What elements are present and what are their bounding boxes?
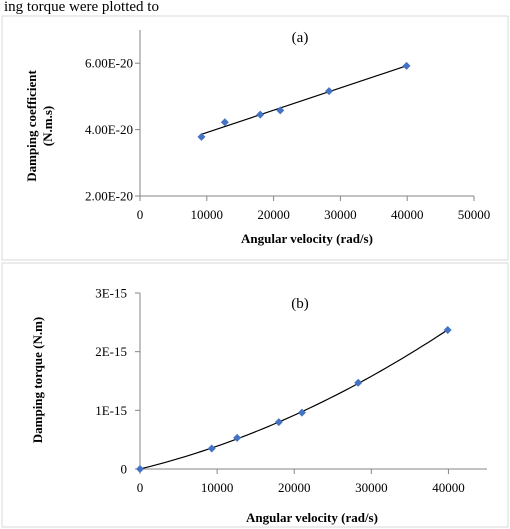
chart-b-data-point bbox=[274, 418, 283, 427]
chart-a-x-tick-label: 10000 bbox=[191, 207, 224, 222]
chart-a-data-point bbox=[256, 110, 265, 119]
chart-a-data-point bbox=[402, 61, 411, 70]
chart-b-xlabel: Angular velocity (rad/s) bbox=[246, 510, 378, 525]
chart-a-y-tick-label: 4.00E-20 bbox=[85, 122, 133, 137]
chart-b-y-tick-label: 1E-15 bbox=[95, 403, 127, 418]
chart-a-data-point bbox=[276, 106, 285, 115]
chart-a-data-point bbox=[220, 118, 229, 127]
chart-b-frame bbox=[1, 262, 509, 528]
chart-b-data-point bbox=[207, 444, 216, 453]
chart-panel-a: (a) Damping coefficient (N.m.s) Angular … bbox=[1, 15, 509, 261]
chart-b-x-tick-label: 10000 bbox=[201, 480, 234, 495]
chart-a-x-tick-label: 20000 bbox=[257, 207, 290, 222]
chart-a-panel-label: (a) bbox=[292, 30, 309, 46]
chart-a-x-tick-label: 50000 bbox=[458, 207, 491, 222]
chart-b-x-tick-label: 30000 bbox=[355, 480, 388, 495]
chart-a-data-point bbox=[325, 87, 334, 96]
chart-b-data-point bbox=[354, 378, 363, 387]
header-fragment: ing torque were plotted to bbox=[4, 0, 159, 15]
chart-a-ylabel-line2: (N.m.s) bbox=[40, 106, 55, 146]
chart-panel-b: (b) Damping torque (N.m) Angular velocit… bbox=[1, 262, 509, 528]
chart-b-panel-label: (b) bbox=[291, 296, 309, 312]
chart-b-x-tick-label: 40000 bbox=[432, 480, 465, 495]
chart-b-y-tick-label: 3E-15 bbox=[95, 286, 127, 301]
chart-b-data-point bbox=[136, 465, 144, 473]
chart-b-ylabel: Damping torque (N.m) bbox=[30, 317, 45, 444]
chart-a-data-point bbox=[197, 132, 206, 141]
chart-a-ylabel-line1: Damping coefficient bbox=[24, 70, 39, 182]
chart-b-data-point bbox=[233, 433, 242, 442]
chart-a-x-tick-label: 40000 bbox=[391, 207, 424, 222]
chart-b-x-tick-label: 0 bbox=[137, 480, 144, 495]
chart-b-y-tick-label: 2E-15 bbox=[95, 344, 127, 359]
chart-b-data-point bbox=[443, 325, 452, 334]
chart-a-y-tick-label: 6.00E-20 bbox=[85, 56, 133, 71]
chart-b-data-point bbox=[297, 408, 306, 417]
chart-a-trendline bbox=[201, 65, 407, 135]
chart-a-x-tick-label: 30000 bbox=[324, 207, 357, 222]
chart-a-xlabel: Angular velocity (rad/s) bbox=[241, 231, 373, 246]
chart-a-y-tick-label: 2.00E-20 bbox=[85, 189, 133, 204]
chart-a-x-tick-label: 0 bbox=[137, 207, 144, 222]
chart-b-trendline bbox=[139, 329, 448, 470]
chart-a-frame bbox=[1, 15, 509, 261]
chart-b-y-tick-label: 0 bbox=[121, 462, 128, 477]
chart-b-x-tick-label: 20000 bbox=[278, 480, 311, 495]
